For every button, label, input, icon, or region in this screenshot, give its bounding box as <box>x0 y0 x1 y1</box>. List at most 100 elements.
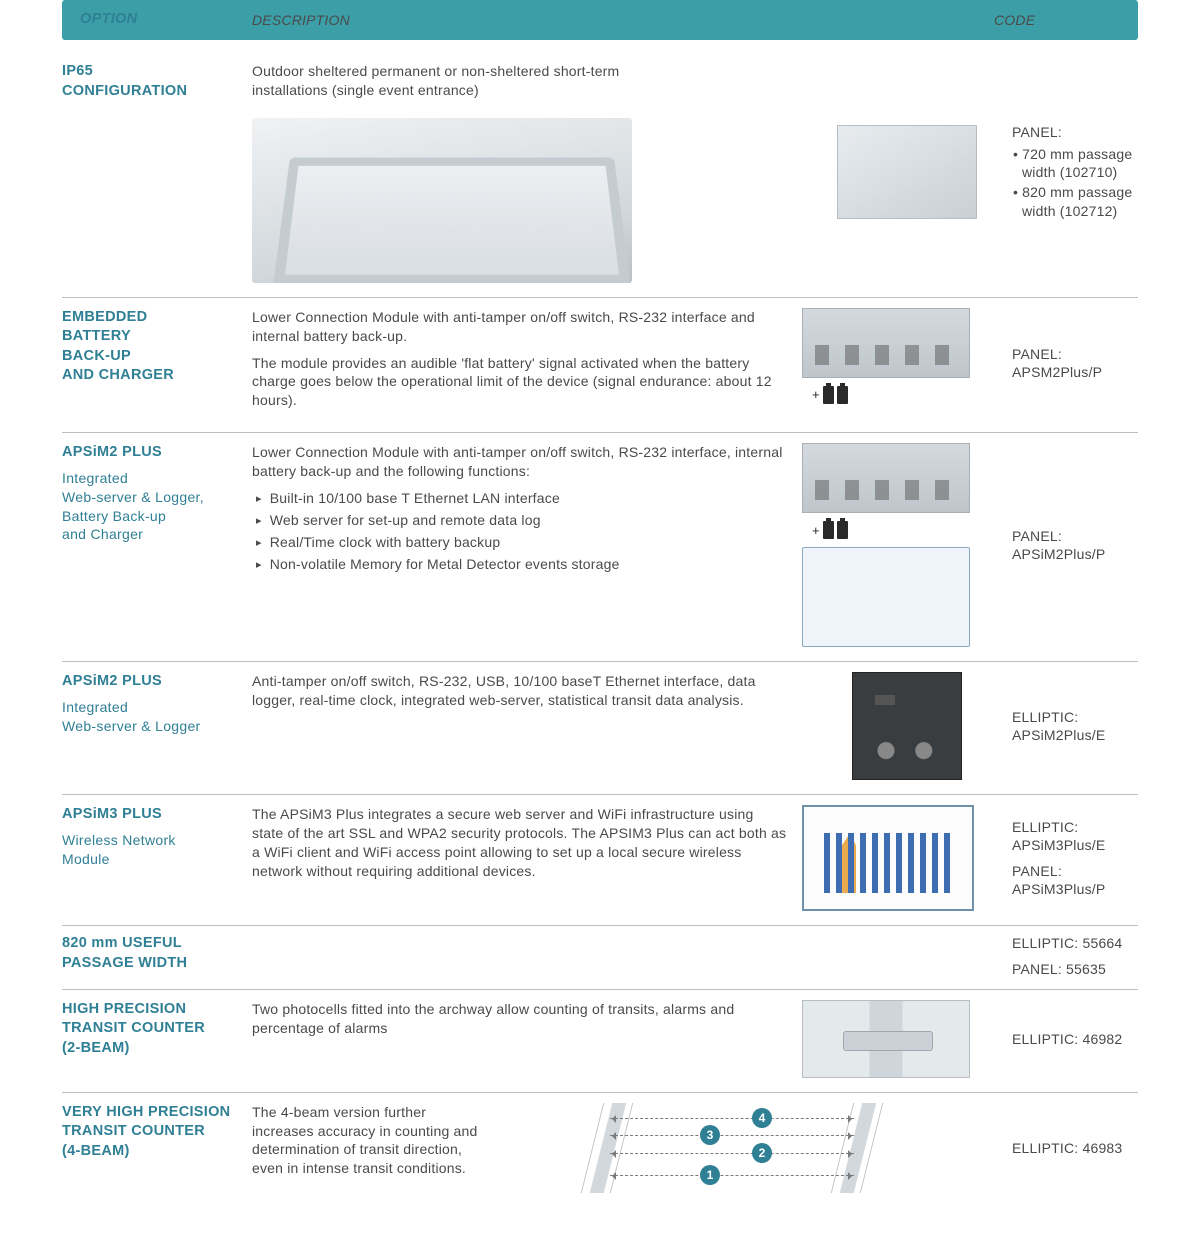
beam-diagram: 1 2 3 4 <box>592 1103 872 1193</box>
table-row: VERY HIGH PRECISION TRANSIT COUNTER (4-B… <box>62 1093 1138 1207</box>
beam-node: 3 <box>700 1125 720 1145</box>
option-description: The APSiM3 Plus integrates a secure web … <box>252 805 802 911</box>
table-row: APSiM2 PLUS Integrated Web-server & Logg… <box>62 433 1138 662</box>
option-title: APSiM2 PLUS Integrated Web-server & Logg… <box>62 672 252 780</box>
code-value: APSM2Plus/P <box>1012 363 1138 381</box>
table-row: EMBEDDED BATTERY BACK-UP AND CHARGER Low… <box>62 298 1138 433</box>
beam-node: 2 <box>752 1143 772 1163</box>
desc-text: The module provides an audible 'flat bat… <box>252 354 787 411</box>
option-description: Two photocells fitted into the archway a… <box>252 1000 802 1078</box>
image-cell: + <box>802 308 1012 418</box>
image-cell <box>802 62 1012 283</box>
subtitle-text: Wireless Network Module <box>62 831 242 869</box>
option-description: Lower Connection Module with anti-tamper… <box>252 308 802 418</box>
option-description: Outdoor sheltered permanent or non-shelt… <box>252 62 802 283</box>
battery-icon: + <box>812 386 848 404</box>
code-label: PANEL: <box>1012 345 1138 363</box>
table-row: HIGH PRECISION TRANSIT COUNTER (2-BEAM) … <box>62 990 1138 1093</box>
code-label: PANEL: <box>1012 527 1138 545</box>
desc-text: Lower Connection Module with anti-tamper… <box>252 443 787 481</box>
desc-text: Lower Connection Module with anti-tamper… <box>252 308 787 346</box>
option-title: EMBEDDED BATTERY BACK-UP AND CHARGER <box>62 308 252 418</box>
module-image <box>802 443 970 513</box>
panel-image <box>837 125 977 219</box>
code-value: ELLIPTIC: 46982 <box>1012 1030 1138 1048</box>
table-row: IP65 CONFIGURATION Outdoor sheltered per… <box>62 52 1138 298</box>
diagram-cell: 1 2 3 4 <box>512 1103 1012 1193</box>
bullet-item: Web server for set-up and remote data lo… <box>274 511 787 530</box>
image-cell <box>802 1000 1012 1078</box>
option-title: IP65 CONFIGURATION <box>62 62 252 283</box>
bullet-item: Built-in 10/100 base T Ethernet LAN inte… <box>274 489 787 508</box>
table-row: APSiM2 PLUS Integrated Web-server & Logg… <box>62 662 1138 795</box>
image-cell <box>802 934 1012 978</box>
option-title: APSiM2 PLUS Integrated Web-server & Logg… <box>62 443 252 647</box>
option-description <box>252 934 802 978</box>
option-description: The 4-beam version further increases acc… <box>252 1103 512 1193</box>
desc-text: The 4-beam version further increases acc… <box>252 1103 497 1179</box>
desc-text: Two photocells fitted into the archway a… <box>252 1000 787 1038</box>
desc-text: Outdoor sheltered permanent or non-shelt… <box>252 62 672 100</box>
code-item: 820 mm passage width (102712) <box>1012 183 1138 219</box>
code-item: 720 mm passage width (102710) <box>1012 145 1138 181</box>
beam-line <box>610 1118 854 1119</box>
code-cell: ELLIPTIC: 55664 PANEL: 55635 <box>1012 934 1138 978</box>
code-label: PANEL: <box>1012 123 1138 141</box>
code-cell: ELLIPTIC: 46982 <box>1012 1000 1138 1078</box>
code-cell: ELLIPTIC: APSiM2Plus/E <box>1012 672 1138 780</box>
beam-node: 1 <box>700 1165 720 1185</box>
code-value: APSiM3Plus/P <box>1012 880 1138 898</box>
option-description: Anti-tamper on/off switch, RS-232, USB, … <box>252 672 802 780</box>
option-title: APSiM3 PLUS Wireless Network Module <box>62 805 252 911</box>
photocell-image <box>802 1000 970 1078</box>
option-title: VERY HIGH PRECISION TRANSIT COUNTER (4-B… <box>62 1103 252 1193</box>
beam-line <box>610 1175 854 1176</box>
table-row: APSiM3 PLUS Wireless Network Module The … <box>62 795 1138 926</box>
post-icon <box>831 1103 883 1193</box>
code-label: ELLIPTIC: <box>1012 708 1138 726</box>
chart-image <box>802 805 974 911</box>
image-cell: + <box>802 443 1012 647</box>
title-text: APSiM3 PLUS <box>62 805 242 825</box>
bullet-item: Non-volatile Memory for Metal Detector e… <box>274 555 787 574</box>
image-cell <box>802 672 1012 780</box>
option-title: HIGH PRECISION TRANSIT COUNTER (2-BEAM) <box>62 1000 252 1078</box>
table-row: 820 mm USEFUL PASSAGE WIDTH ELLIPTIC: 55… <box>62 926 1138 989</box>
desc-text: The APSiM3 Plus integrates a secure web … <box>252 805 787 881</box>
header-code: CODE <box>994 11 1120 29</box>
code-cell: PANEL: APSiM2Plus/P <box>1012 443 1138 647</box>
subtitle-text: Integrated Web-server & Logger, Battery … <box>62 469 242 545</box>
bullet-item: Real/Time clock with battery backup <box>274 533 787 552</box>
header-option: OPTION <box>80 10 252 30</box>
code-value: APSiM3Plus/E <box>1012 836 1138 854</box>
code-label: ELLIPTIC: <box>1012 818 1138 836</box>
code-value: APSiM2Plus/E <box>1012 726 1138 744</box>
battery-icon: + <box>812 521 848 539</box>
panel-image <box>852 672 962 780</box>
title-text: APSiM2 PLUS <box>62 672 242 692</box>
code-value: PANEL: 55635 <box>1012 960 1138 978</box>
code-cell: ELLIPTIC: 46983 <box>1012 1103 1138 1193</box>
option-title: 820 mm USEFUL PASSAGE WIDTH <box>62 934 252 978</box>
beam-line <box>610 1153 854 1154</box>
code-cell: PANEL: 720 mm passage width (102710) 820… <box>1012 62 1138 283</box>
subtitle-text: Integrated Web-server & Logger <box>62 698 242 736</box>
title-text: APSiM2 PLUS <box>62 443 242 463</box>
image-cell <box>802 805 1012 911</box>
code-label: PANEL: <box>1012 862 1138 880</box>
post-icon <box>581 1103 633 1193</box>
code-value: APSiM2Plus/P <box>1012 545 1138 563</box>
code-value: ELLIPTIC: 55664 <box>1012 934 1138 952</box>
module-image <box>802 308 970 378</box>
screenshot-image <box>802 547 970 647</box>
code-cell: PANEL: APSM2Plus/P <box>1012 308 1138 418</box>
code-value: ELLIPTIC: 46983 <box>1012 1139 1138 1157</box>
header-description: DESCRIPTION <box>252 11 994 30</box>
beam-node: 4 <box>752 1108 772 1128</box>
device-image <box>252 118 632 283</box>
desc-text: Anti-tamper on/off switch, RS-232, USB, … <box>252 672 787 710</box>
beam-line <box>610 1135 854 1136</box>
table-header: OPTION DESCRIPTION CODE <box>62 0 1138 40</box>
option-description: Lower Connection Module with anti-tamper… <box>252 443 802 647</box>
code-cell: ELLIPTIC: APSiM3Plus/E PANEL: APSiM3Plus… <box>1012 805 1138 911</box>
